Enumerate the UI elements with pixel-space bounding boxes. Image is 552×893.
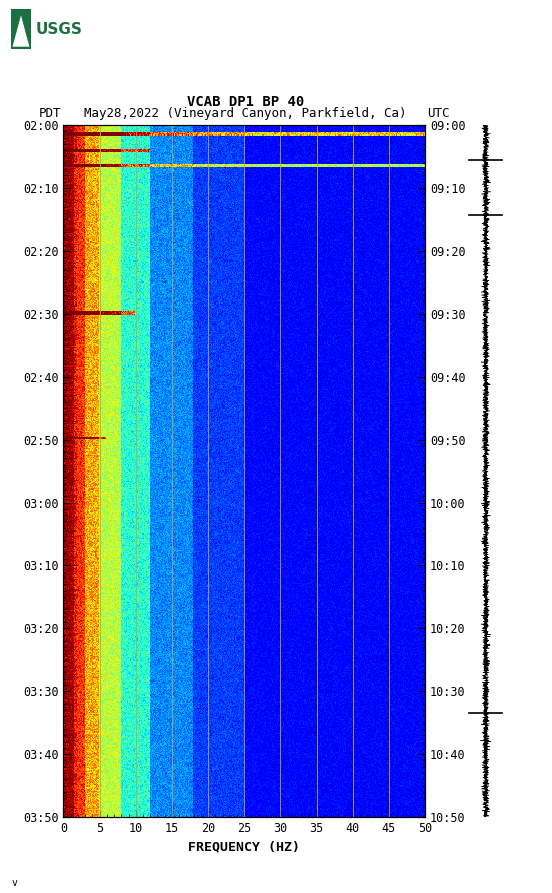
Text: v: v [11, 878, 17, 888]
Text: USGS: USGS [36, 21, 83, 37]
Text: PDT: PDT [39, 106, 61, 120]
Text: VCAB DP1 BP 40: VCAB DP1 BP 40 [187, 95, 304, 109]
X-axis label: FREQUENCY (HZ): FREQUENCY (HZ) [188, 840, 300, 854]
Text: UTC: UTC [428, 106, 450, 120]
Text: May28,2022 (Vineyard Canyon, Parkfield, Ca): May28,2022 (Vineyard Canyon, Parkfield, … [84, 106, 407, 120]
Polygon shape [13, 15, 29, 46]
Bar [11, 9, 31, 49]
